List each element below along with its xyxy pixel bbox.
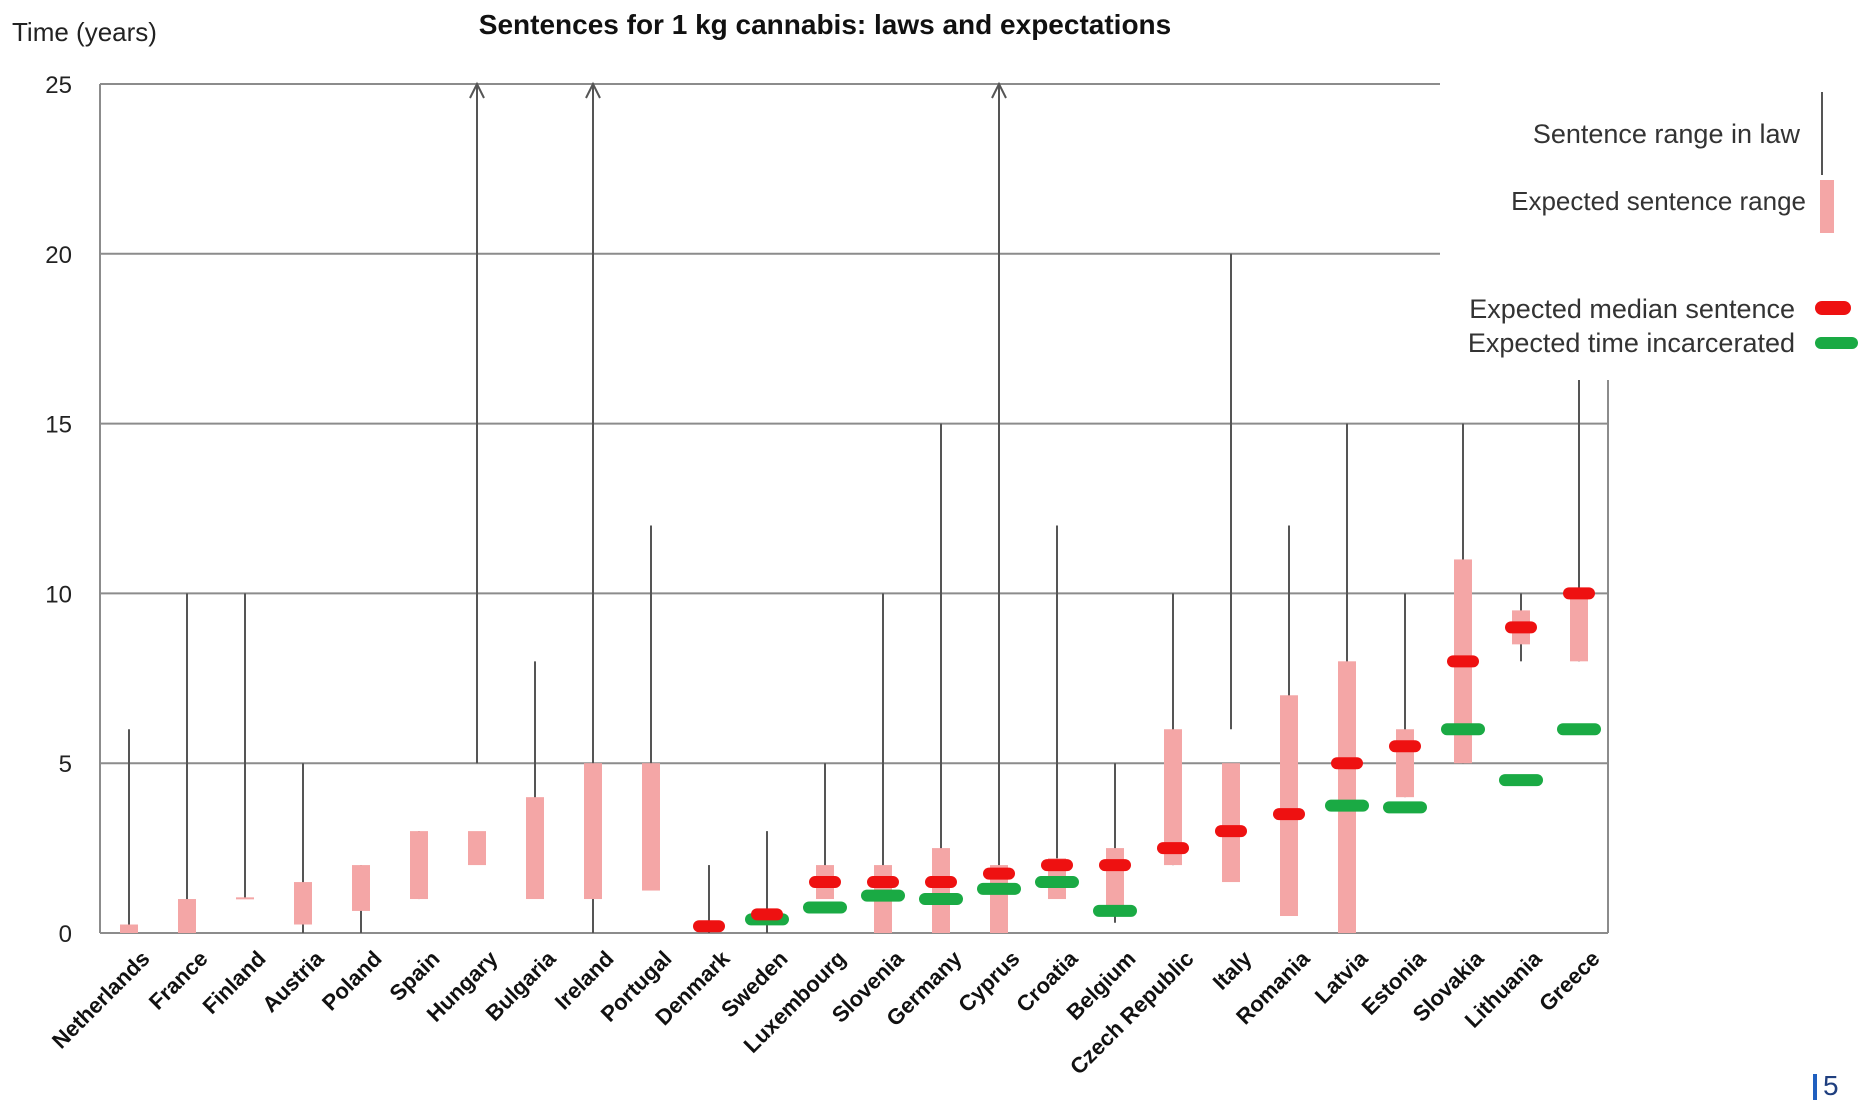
law-arrow-hungary (469, 81, 485, 99)
incarcerated-mark-luxembourg (803, 901, 847, 914)
incarcerated-mark-slovenia (861, 889, 905, 902)
x-label-poland: Poland (317, 946, 387, 1016)
incarcerated-mark-estonia (1383, 801, 1427, 814)
incarcerated-mark-lithuania (1499, 774, 1543, 787)
legend-incarcerated-label: Expected time incarcerated (1468, 328, 1795, 358)
y-tick-20: 20 (45, 242, 72, 269)
median-mark-estonia (1389, 740, 1421, 753)
median-mark-romania (1273, 808, 1305, 821)
legend-law-label: Sentence range in law (1533, 119, 1801, 149)
expected-range-finland (236, 897, 254, 900)
y-axis-label: Time (years) (12, 17, 157, 47)
median-mark-luxembourg (809, 876, 841, 889)
incarcerated-mark-latvia (1325, 799, 1369, 812)
median-mark-germany (925, 876, 957, 889)
legend-range-swatch (1820, 180, 1834, 233)
median-mark-greece (1563, 587, 1595, 600)
expected-range-series (120, 559, 1588, 933)
x-tick-labels: NetherlandsFranceFinlandAustriaPolandSpa… (47, 945, 1605, 1079)
expected-range-greece (1570, 593, 1588, 662)
median-mark-italy (1215, 825, 1247, 838)
x-label-finland: Finland (198, 946, 271, 1019)
legend-median-label: Expected median sentence (1469, 294, 1795, 324)
page-number-accent (1813, 1074, 1817, 1100)
law-arrow-ireland (585, 81, 601, 99)
incarcerated-mark-cyprus (977, 882, 1021, 895)
legend-incarcerated-swatch (1815, 337, 1858, 349)
x-label-netherlands: Netherlands (47, 946, 155, 1054)
expected-range-cyprus (990, 865, 1008, 933)
x-label-italy: Italy (1208, 945, 1257, 994)
x-label-greece: Greece (1534, 946, 1604, 1016)
median-mark-sweden (751, 908, 783, 921)
incarcerated-mark-belgium (1093, 904, 1137, 917)
expected-range-france (178, 899, 196, 933)
median-mark-croatia (1041, 859, 1073, 872)
median-mark-latvia (1331, 757, 1363, 770)
legend-background (1440, 80, 1860, 380)
expected-range-portugal (642, 763, 660, 891)
x-label-cyprus: Cyprus (953, 946, 1024, 1017)
y-tick-25: 25 (45, 72, 72, 99)
y-tick-0: 0 (59, 921, 72, 948)
median-mark-slovakia (1447, 655, 1479, 668)
legend: Sentence range in law Expected sentence … (1440, 80, 1860, 380)
y-tick-10: 10 (45, 581, 72, 608)
expected-range-ireland (584, 763, 602, 900)
expected-range-italy (1222, 763, 1240, 883)
median-mark-denmark (693, 920, 725, 933)
incarcerated-mark-greece (1557, 723, 1601, 736)
expected-range-netherlands (120, 924, 138, 933)
expected-range-bulgaria (526, 797, 544, 900)
incarcerated-mark-slovakia (1441, 723, 1485, 736)
median-series (693, 587, 1595, 933)
y-tick-15: 15 (45, 412, 72, 439)
median-mark-czech-republic (1157, 842, 1189, 855)
legend-median-swatch (1815, 301, 1851, 315)
median-mark-cyprus (983, 867, 1015, 880)
median-mark-lithuania (1505, 621, 1537, 634)
x-label-austria: Austria (257, 945, 329, 1017)
expected-range-germany (932, 848, 950, 933)
law-arrow-cyprus (991, 81, 1007, 99)
expected-range-spain (410, 831, 428, 900)
y-tick-labels: 0 5 10 15 20 25 (45, 72, 72, 948)
incarcerated-mark-germany (919, 893, 963, 906)
y-tick-5: 5 (59, 751, 72, 778)
expected-range-hungary (468, 831, 486, 866)
legend-range-label: Expected sentence range (1511, 186, 1806, 216)
median-mark-belgium (1099, 859, 1131, 872)
median-mark-slovenia (867, 876, 899, 889)
expected-range-latvia (1338, 661, 1356, 933)
expected-range-estonia (1396, 729, 1414, 798)
grid-lines (99, 83, 1609, 934)
page-number: 5 (1823, 1070, 1839, 1101)
expected-range-austria (294, 882, 312, 925)
incarcerated-mark-croatia (1035, 876, 1079, 889)
expected-range-czech-republic (1164, 729, 1182, 866)
expected-range-romania (1280, 695, 1298, 917)
expected-range-poland (352, 865, 370, 911)
chart-title: Sentences for 1 kg cannabis: laws and ex… (479, 9, 1171, 40)
